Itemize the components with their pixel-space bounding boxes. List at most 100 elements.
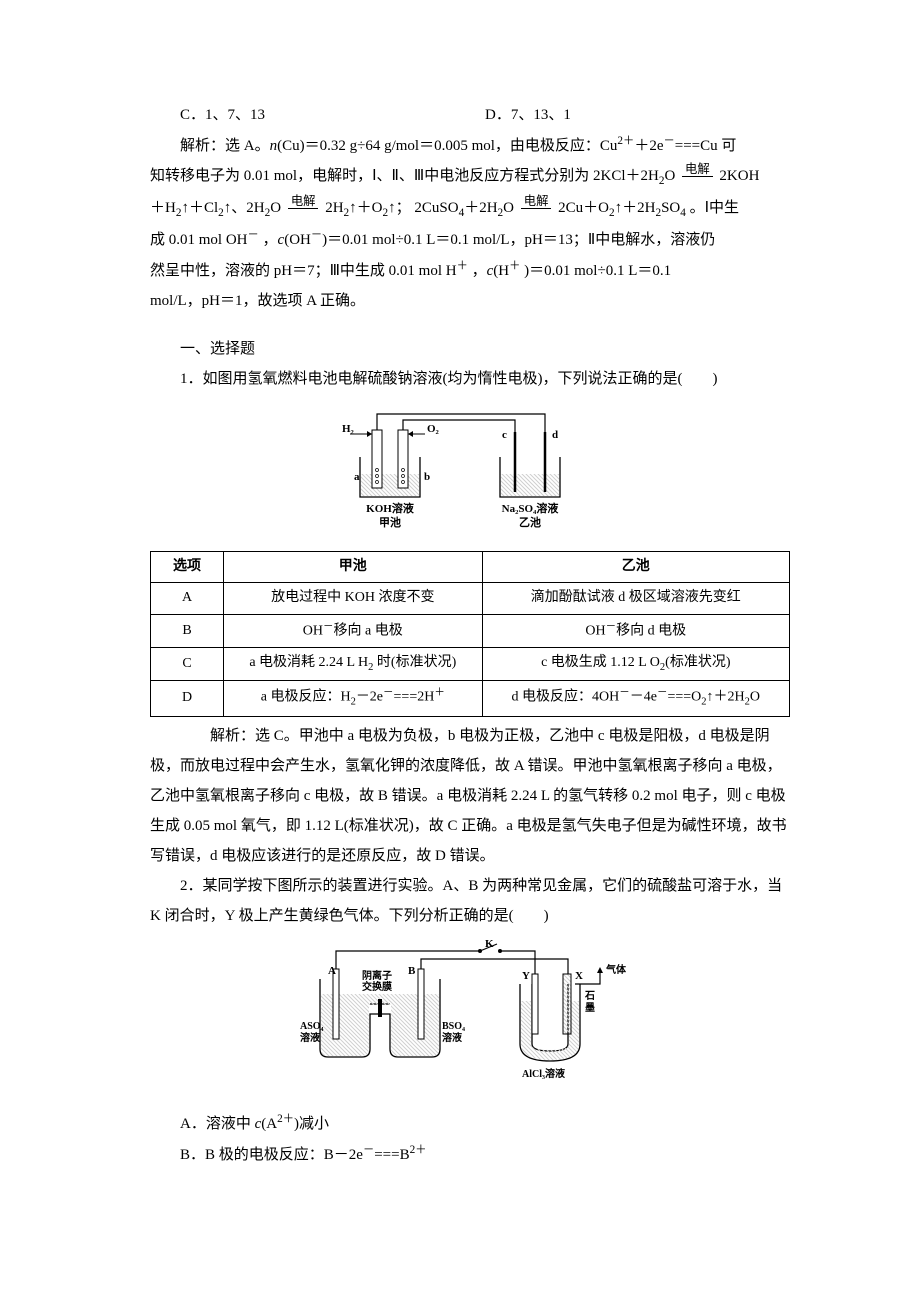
svg-text:b: b [424,471,430,483]
section-header: 一、选择题 [150,334,790,364]
svg-text:a: a [354,471,360,483]
td: c 电极生成 1.12 L O2(标准状况) [482,647,789,681]
t: ＋2e [634,138,663,154]
t: B．B 极的电极反应：B－2e [180,1147,363,1163]
td-opt: C [151,647,224,681]
electrolysis-diagram: AB阴离子交换膜KYX石墨气体ASO₄溶液BSO₄溶液AlCl₃溶液 [300,939,640,1089]
t: O [503,200,514,216]
q2-diagram: AB阴离子交换膜KYX石墨气体ASO₄溶液BSO₄溶液AlCl₃溶液 [150,939,790,1100]
t: (OH [284,232,311,248]
t: ， [468,263,487,279]
table-row: B OH－移向 a 电极 OH－移向 d 电极 [151,614,790,647]
td: OH－移向 d 电极 [482,614,789,647]
svg-text:Y: Y [522,970,530,982]
t: 成 0.01 mol OH [150,232,248,248]
t: ===B [374,1147,409,1163]
explain-top-6: mol/L，pH＝1，故选项 A 正确。 [150,286,790,316]
svg-text:KOH溶液: KOH溶液 [366,501,415,515]
svg-text:ASO₄: ASO₄ [300,1021,324,1032]
t: 2KOH [719,168,759,184]
t: 2Cu＋O [558,200,609,216]
t: 解析：选 A。 [180,138,270,154]
explain-top-4: 成 0.01 mol OH－ ，c(OH－)＝0.01 mol÷0.1 L＝0.… [150,224,790,255]
svg-text:O₂: O₂ [427,423,440,435]
td: a 电极反应：H2－2e－===2H＋ [224,681,483,716]
q1-options-table: 选项 甲池 乙池 A 放电过程中 KOH 浓度不变 滴加酚酞试液 d 极区域溶液… [150,551,790,717]
t: ↑＋2H [615,200,656,216]
td: OH－移向 a 电极 [224,614,483,647]
th: 选项 [151,552,224,583]
explain-top-3: ＋H2↑＋Cl2↑、2H2O 电解 2H2↑＋O2↑； 2CuSO4＋2H2O … [150,193,790,225]
explain-top: 解析：选 A。n(Cu)＝0.32 g÷64 g/mol＝0.005 mol，由… [150,130,790,161]
svg-text:交换膜: 交换膜 [362,980,392,993]
t: 。Ⅰ中生 [686,200,739,216]
td-opt: A [151,583,224,614]
t: (H [493,263,509,279]
t: ↑、2H [224,200,265,216]
t: )＝0.01 mol÷0.1 L＝0.1 mol/L，pH＝13；Ⅱ中电解水，溶… [322,232,715,248]
option-d: D．7、13、1 [485,100,790,130]
svg-text:石: 石 [584,990,595,1002]
t: (Cu)＝0.32 g÷64 g/mol＝0.005 mol，由电极反应：Cu [277,138,617,154]
td: 滴加酚酞试液 d 极区域溶液先变红 [482,583,789,614]
t: ＋H [150,200,176,216]
svg-text:乙池: 乙池 [519,515,541,529]
svg-text:X: X [575,970,583,982]
q1-explain: 解析：选 C。甲池中 a 电极为负极，b 电极为正极，乙池中 c 电极是阳极，d… [150,721,790,871]
t: ＋2H [464,200,497,216]
fuel-cell-diagram: H₂O₂abcdKOH溶液甲池Na₂SO₄溶液乙池 [330,402,610,532]
td: d 电极反应：4OH－－4e－===O2↑＋2H2O [482,681,789,716]
svg-text:A: A [328,965,336,977]
q2-stem: 2．某同学按下图所示的装置进行实验。A、B 为两种常见金属，它们的硫酸盐可溶于水… [150,871,790,931]
t: SO [661,200,680,216]
option-row-cd: C．1、7、13 D．7、13、1 [150,100,790,130]
q2-optB: B．B 极的电极反应：B－2e－===B2＋ [150,1139,790,1170]
svg-text:阴离子: 阴离子 [362,969,392,982]
th: 甲池 [224,552,483,583]
table-row: D a 电极反应：H2－2e－===2H＋ d 电极反应：4OH－－4e－===… [151,681,790,716]
svg-text:BSO₄: BSO₄ [442,1021,465,1032]
t: (A [261,1116,277,1132]
over-text: 电解 [682,163,713,190]
over-text: 电解 [521,195,552,222]
t: O [270,200,281,216]
t: A．溶液中 [180,1116,255,1132]
svg-text:c: c [502,429,507,441]
t: ↑＋O [349,200,382,216]
table-row: A 放电过程中 KOH 浓度不变 滴加酚酞试液 d 极区域溶液先变红 [151,583,790,614]
td-opt: B [151,614,224,647]
t: 知转移电子为 0.01 mol，电解时，Ⅰ、Ⅱ、Ⅲ中电池反应方程式分别为 2KC… [150,168,659,184]
svg-text:K: K [485,939,494,950]
table-row: C a 电极消耗 2.24 L H2 时(标准状况) c 电极生成 1.12 L… [151,647,790,681]
explain-top-2: 知转移电子为 0.01 mol，电解时，Ⅰ、Ⅱ、Ⅲ中电池反应方程式分别为 2KC… [150,161,790,193]
t: O [664,168,675,184]
td-opt: D [151,681,224,716]
svg-text:墨: 墨 [585,1002,595,1014]
th: 乙池 [482,552,789,583]
explain-top-5: 然呈中性，溶液的 pH＝7；Ⅲ中生成 0.01 mol H＋ ，c(H＋ )＝0… [150,255,790,286]
svg-text:AlCl₃溶液: AlCl₃溶液 [522,1067,565,1080]
svg-text:溶液: 溶液 [300,1031,320,1044]
t: )减小 [294,1116,329,1132]
table-header-row: 选项 甲池 乙池 [151,552,790,583]
t: )＝0.01 mol÷0.1 L＝0.1 [520,263,671,279]
svg-text:溶液: 溶液 [442,1031,462,1044]
option-c: C．1、7、13 [150,100,485,130]
over-text: 电解 [288,195,319,222]
q2-optA: A．溶液中 c(A2＋)减小 [150,1108,790,1139]
td: a 电极消耗 2.24 L H2 时(标准状况) [224,647,483,681]
t: Cu 可 [700,138,736,154]
t: ， [259,232,278,248]
q1-diagram: H₂O₂abcdKOH溶液甲池Na₂SO₄溶液乙池 [150,402,790,543]
svg-text:甲池: 甲池 [379,515,401,529]
svg-text:B: B [408,965,416,977]
t: ↑； 2CuSO [388,200,458,216]
t: ↑＋Cl [181,200,218,216]
svg-text:d: d [552,429,558,441]
q1-stem: 1．如图用氢氧燃料电池电解硫酸钠溶液(均为惰性电极)，下列说法正确的是( ) [150,364,790,394]
t: 2H [325,200,343,216]
svg-text:Na₂SO₄溶液: Na₂SO₄溶液 [502,501,560,515]
t: 然呈中性，溶液的 pH＝7；Ⅲ中生成 0.01 mol H [150,263,457,279]
t: mol/L，pH＝1，故选项 A 正确。 [150,293,365,309]
t: n [270,138,278,154]
